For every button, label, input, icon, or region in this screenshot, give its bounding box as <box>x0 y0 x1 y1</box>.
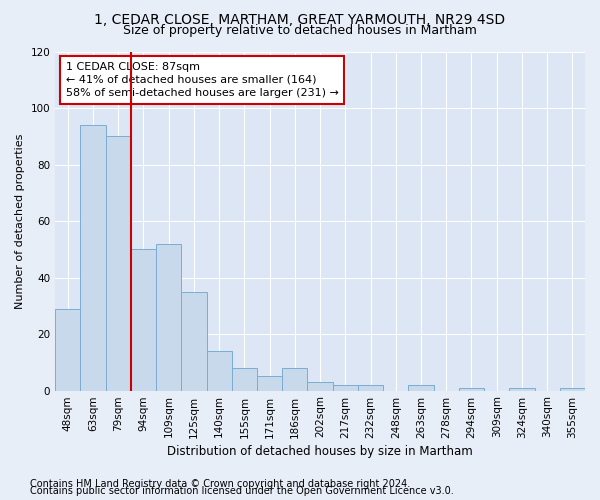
Bar <box>206 351 232 391</box>
Bar <box>232 368 257 390</box>
Bar <box>332 385 358 390</box>
Bar <box>307 382 332 390</box>
Y-axis label: Number of detached properties: Number of detached properties <box>15 134 25 308</box>
Bar <box>459 388 484 390</box>
Bar <box>358 385 383 390</box>
Bar <box>156 244 181 390</box>
Text: 1, CEDAR CLOSE, MARTHAM, GREAT YARMOUTH, NR29 4SD: 1, CEDAR CLOSE, MARTHAM, GREAT YARMOUTH,… <box>94 12 506 26</box>
Text: Size of property relative to detached houses in Martham: Size of property relative to detached ho… <box>123 24 477 37</box>
Bar <box>257 376 282 390</box>
Bar <box>131 250 156 390</box>
Text: 1 CEDAR CLOSE: 87sqm
← 41% of detached houses are smaller (164)
58% of semi-deta: 1 CEDAR CLOSE: 87sqm ← 41% of detached h… <box>66 62 338 98</box>
Bar <box>282 368 307 390</box>
Bar <box>106 136 131 390</box>
Text: Contains public sector information licensed under the Open Government Licence v3: Contains public sector information licen… <box>30 486 454 496</box>
Bar <box>509 388 535 390</box>
Bar <box>409 385 434 390</box>
Text: Contains HM Land Registry data © Crown copyright and database right 2024.: Contains HM Land Registry data © Crown c… <box>30 479 410 489</box>
X-axis label: Distribution of detached houses by size in Martham: Distribution of detached houses by size … <box>167 444 473 458</box>
Bar <box>80 125 106 390</box>
Bar <box>181 292 206 390</box>
Bar <box>55 308 80 390</box>
Bar <box>560 388 585 390</box>
